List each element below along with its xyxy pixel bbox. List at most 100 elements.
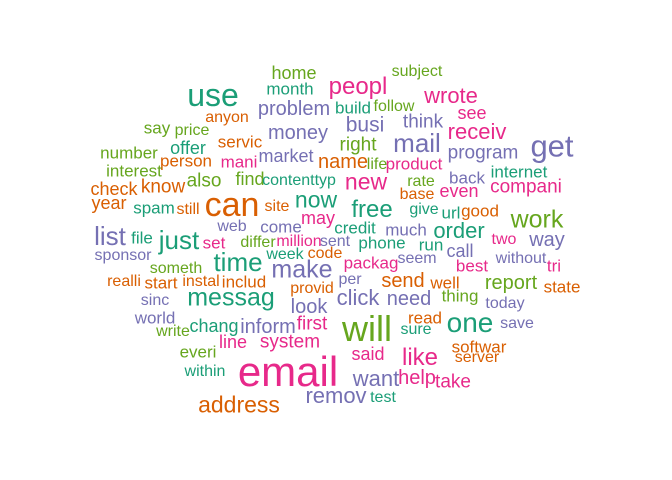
cloud-word-email: email bbox=[237, 348, 339, 395]
cloud-word-without: without bbox=[495, 250, 547, 267]
cloud-word-still: still bbox=[176, 201, 200, 218]
cloud-word-per: per bbox=[338, 271, 362, 288]
cloud-word-even: even bbox=[439, 181, 479, 201]
cloud-word-credit: credit bbox=[334, 218, 376, 238]
cloud-word-work: work bbox=[510, 205, 564, 234]
cloud-word-everi: everi bbox=[179, 342, 217, 362]
cloud-word-phone: phone bbox=[358, 233, 406, 253]
cloud-word-may: may bbox=[300, 208, 336, 228]
cloud-word-million: million bbox=[276, 233, 322, 250]
cloud-word-check: check bbox=[90, 179, 138, 199]
cloud-word-sure: sure bbox=[400, 321, 432, 338]
cloud-word-sent: sent bbox=[319, 233, 351, 250]
cloud-word-write: write bbox=[156, 323, 190, 340]
cloud-word-click: click bbox=[336, 285, 380, 310]
cloud-word-rate: rate bbox=[407, 173, 435, 190]
cloud-word-know: know bbox=[140, 176, 186, 198]
cloud-word-will: will bbox=[342, 308, 392, 349]
cloud-word-internet: internet bbox=[490, 162, 548, 182]
cloud-word-file: file bbox=[131, 228, 153, 248]
cloud-word-remov: remov bbox=[305, 383, 367, 408]
cloud-word-server: server bbox=[454, 349, 500, 366]
cloud-word-code: code bbox=[307, 245, 343, 262]
cloud-word-said: said bbox=[351, 344, 385, 364]
cloud-word-site: site bbox=[264, 198, 290, 215]
cloud-word-price: price bbox=[174, 122, 210, 139]
cloud-word-servic: servic bbox=[217, 132, 263, 152]
cloud-word-includ: includ bbox=[221, 272, 267, 292]
cloud-word-start: start bbox=[144, 273, 178, 293]
cloud-word-base: base bbox=[399, 186, 435, 203]
cloud-word-see: see bbox=[457, 103, 487, 123]
cloud-word-follow: follow bbox=[373, 98, 415, 115]
cloud-word-look: look bbox=[290, 296, 328, 318]
cloud-word-make: make bbox=[271, 255, 333, 284]
cloud-word-contenttyp: contenttyp bbox=[262, 172, 336, 189]
cloud-word-read: read bbox=[407, 308, 443, 328]
cloud-word-money: money bbox=[267, 122, 329, 144]
cloud-word-say: say bbox=[143, 118, 171, 138]
cloud-word-state: state bbox=[543, 277, 581, 297]
cloud-word-thing: thing bbox=[441, 286, 479, 306]
cloud-word-tri: tri bbox=[546, 256, 562, 276]
cloud-word-seem: seem bbox=[397, 250, 437, 267]
cloud-word-compani: compani bbox=[490, 176, 562, 198]
cloud-word-product: product bbox=[385, 154, 443, 174]
cloud-word-today: today bbox=[485, 295, 525, 312]
cloud-word-like: like bbox=[401, 344, 439, 371]
cloud-word-subject: subject bbox=[391, 63, 443, 80]
cloud-word-much: much bbox=[385, 220, 427, 240]
cloud-word-realli: realli bbox=[107, 273, 141, 290]
cloud-word-build: build bbox=[335, 98, 371, 118]
cloud-word-also: also bbox=[186, 170, 222, 192]
cloud-word-take: take bbox=[435, 371, 471, 393]
cloud-word-save: save bbox=[500, 315, 534, 332]
cloud-word-report: report bbox=[484, 272, 538, 294]
cloud-word-differ: differ bbox=[240, 234, 276, 251]
cloud-word-problem: problem bbox=[257, 98, 331, 120]
cloud-word-back: back bbox=[449, 168, 485, 188]
cloud-word-anyon: anyon bbox=[205, 109, 249, 126]
cloud-word-address: address bbox=[198, 391, 280, 418]
cloud-word-home: home bbox=[271, 63, 317, 83]
cloud-word-list: list bbox=[94, 221, 126, 251]
cloud-word-sponsor: sponsor bbox=[94, 247, 152, 264]
cloud-word-two: two bbox=[491, 231, 517, 248]
cloud-word-chang: chang bbox=[189, 316, 239, 336]
cloud-word-help: help bbox=[398, 367, 436, 389]
cloud-word-instal: instal bbox=[182, 273, 220, 290]
cloud-word-month: month bbox=[266, 79, 314, 99]
cloud-word-first: first bbox=[296, 313, 328, 335]
cloud-word-now: now bbox=[294, 186, 338, 213]
cloud-word-one: one bbox=[446, 307, 494, 338]
cloud-word-come: come bbox=[260, 217, 302, 237]
cloud-word-need: need bbox=[386, 288, 432, 310]
cloud-word-can: can bbox=[204, 186, 260, 224]
cloud-word-want: want bbox=[352, 366, 400, 391]
cloud-word-within: within bbox=[184, 363, 226, 380]
cloud-word-mani: mani bbox=[220, 152, 258, 172]
cloud-word-number: number bbox=[100, 143, 158, 163]
cloud-word-think: think bbox=[402, 111, 444, 133]
cloud-word-interest: interest bbox=[106, 161, 162, 181]
cloud-word-order: order bbox=[433, 218, 485, 243]
cloud-word-give: give bbox=[409, 201, 439, 218]
cloud-word-peopl: peopl bbox=[328, 73, 388, 100]
cloud-word-time: time bbox=[213, 247, 263, 277]
cloud-word-right: right bbox=[339, 134, 377, 156]
cloud-word-run: run bbox=[418, 235, 444, 255]
cloud-word-life: life bbox=[366, 156, 388, 173]
cloud-word-program: program bbox=[447, 142, 519, 164]
cloud-word-softwar: softwar bbox=[451, 337, 507, 357]
cloud-word-set: set bbox=[202, 233, 226, 253]
cloud-word-call: call bbox=[446, 241, 474, 261]
cloud-word-sinc: sinc bbox=[140, 292, 170, 309]
cloud-word-mail: mail bbox=[393, 128, 441, 158]
cloud-word-send: send bbox=[381, 270, 425, 292]
cloud-word-get: get bbox=[530, 128, 574, 164]
cloud-word-new: new bbox=[344, 168, 388, 195]
cloud-word-line: line bbox=[218, 332, 248, 352]
cloud-word-person: person bbox=[160, 151, 212, 171]
cloud-word-someth: someth bbox=[149, 260, 203, 277]
